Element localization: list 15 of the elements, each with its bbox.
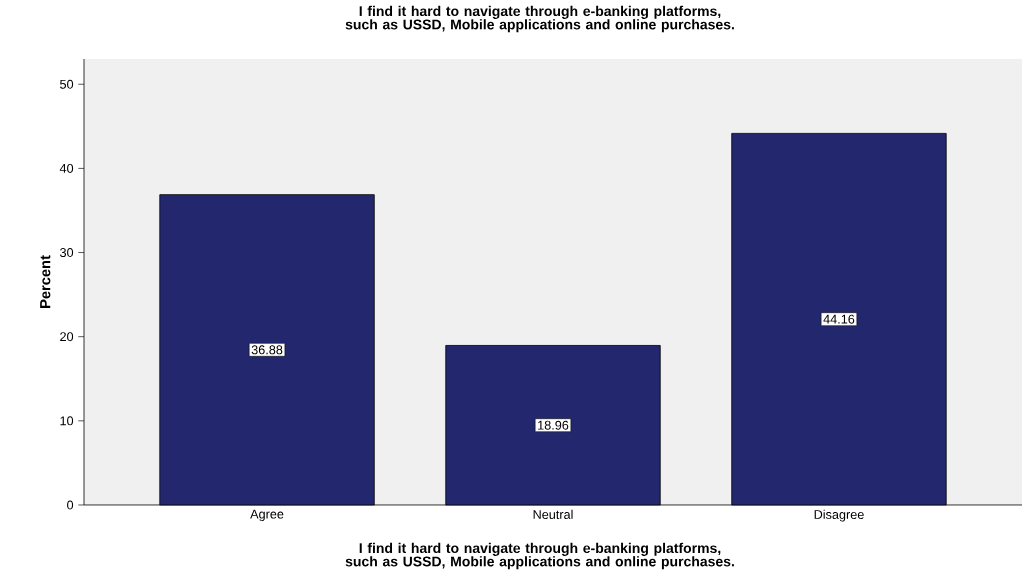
data-label: 44.16 — [823, 314, 855, 324]
data-label: 18.96 — [538, 420, 569, 430]
x-tick-label: Agree — [250, 509, 284, 522]
data-label: 36.88 — [251, 345, 283, 355]
x-axis-title: I find it hard to navigate through e-banking platforms, such as USSD, Mobile applications and online purchases. — [345, 542, 734, 570]
y-tick-label: 0 — [67, 500, 74, 510]
chart-title: I find it hard to navigate through e-banking platforms, such as USSD, Mobile applications and online purchases. — [345, 5, 734, 33]
y-tick-label: 20 — [60, 332, 74, 342]
y-axis-title: Percent — [40, 255, 51, 308]
y-tick-label: 10 — [60, 416, 74, 426]
y-tick-label: 30 — [60, 248, 74, 258]
y-tick-label: 50 — [60, 79, 74, 89]
y-tick-label: 40 — [59, 163, 74, 173]
x-tick-label: Neutral — [533, 509, 573, 519]
x-tick-label: Disagree — [814, 509, 864, 522]
